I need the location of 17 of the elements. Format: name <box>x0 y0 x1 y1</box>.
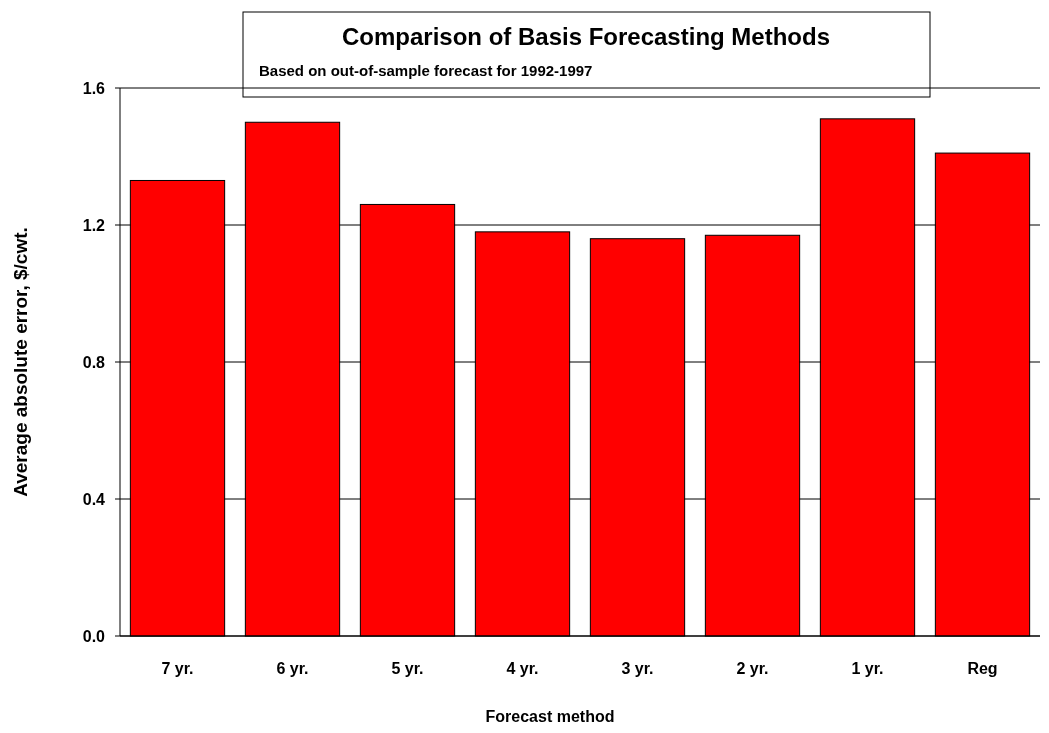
x-tick-label: 2 yr. <box>736 660 769 677</box>
y-tick-label: 1.6 <box>82 79 106 97</box>
y-tick-label: 0.4 <box>82 490 106 508</box>
chart-subtitle: Based on out-of-sample forecast for 1992-1997 <box>259 62 593 79</box>
x-tick-label: 1 yr. <box>851 660 884 677</box>
x-axis-title: Forecast method <box>485 708 615 725</box>
y-tick-label: 1.2 <box>82 216 106 234</box>
x-tick-label: 7 yr. <box>161 660 194 677</box>
y-axis-title: Average absolute error, $/cwt. <box>10 227 31 497</box>
x-tick-label: Reg <box>967 660 998 677</box>
x-tick-label: 3 yr. <box>621 660 654 677</box>
y-tick-label: 0.0 <box>82 627 106 645</box>
chart-title: Comparison of Basis Forecasting Methods <box>341 23 831 50</box>
y-tick-label: 0.8 <box>82 353 106 371</box>
x-tick-label: 5 yr. <box>391 660 424 677</box>
x-tick-label: 6 yr. <box>276 660 309 677</box>
x-tick-label: 4 yr. <box>506 660 539 677</box>
